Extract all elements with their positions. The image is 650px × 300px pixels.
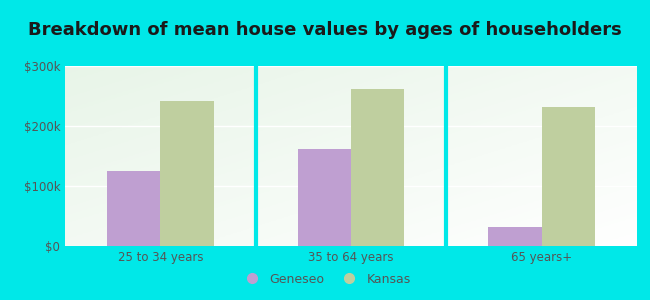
Bar [161, 101, 214, 246]
Text: Breakdown of mean house values by ages of householders: Breakdown of mean house values by ages o… [28, 21, 622, 39]
Bar [351, 89, 404, 246]
Bar [488, 227, 541, 246]
Bar [107, 171, 161, 246]
Legend: Geneseo, Kansas: Geneseo, Kansas [234, 268, 416, 291]
Bar [541, 107, 595, 246]
Bar [298, 149, 351, 246]
